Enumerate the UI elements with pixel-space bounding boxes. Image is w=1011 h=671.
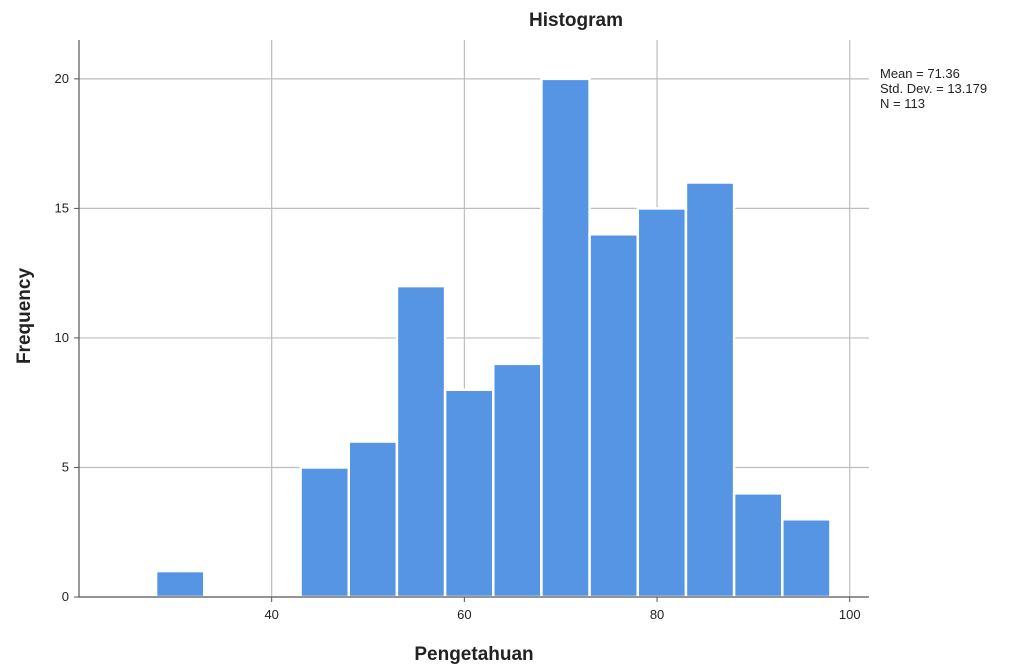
histogram-bar — [492, 362, 543, 599]
y-tick-labels: 0 5 10 15 20 — [55, 71, 69, 604]
histogram-bar — [299, 466, 351, 599]
histogram-bars — [154, 77, 832, 599]
y-tick-label: 5 — [62, 459, 69, 474]
y-tick-label: 15 — [55, 200, 69, 215]
x-tick-label: 100 — [839, 607, 861, 622]
axes — [74, 40, 869, 602]
histogram-bar — [443, 388, 495, 599]
n-text: N = 113 — [880, 96, 925, 111]
chart-title: Histogram — [529, 10, 623, 31]
histogram-bar — [154, 569, 206, 599]
histogram-bar — [781, 518, 832, 599]
std-dev-text: Std. Dev. = 13.179 — [880, 81, 987, 96]
y-axis-title: Frequency — [14, 268, 35, 365]
x-tick-label: 40 — [264, 607, 278, 622]
x-axis-title: Pengetahuan — [414, 644, 533, 665]
y-tick-label: 10 — [55, 330, 69, 345]
histogram-bar — [732, 492, 784, 599]
histogram-bar — [588, 233, 640, 599]
x-tick-label: 60 — [457, 607, 471, 622]
statistics-box: Mean = 71.36 Std. Dev. = 13.179 N = 113 — [880, 66, 987, 111]
histogram-bar — [395, 284, 447, 599]
grid-lines — [79, 40, 869, 597]
y-tick-label: 0 — [62, 589, 69, 604]
mean-text: Mean = 71.36 — [880, 66, 960, 81]
histogram-bar — [636, 207, 688, 599]
histogram-bar — [684, 181, 736, 599]
histogram-bar — [540, 77, 591, 599]
y-tick-label: 20 — [55, 71, 69, 86]
histogram-bar — [347, 440, 399, 599]
x-tick-labels: 40 60 80 100 — [264, 607, 860, 622]
x-tick-label: 80 — [650, 607, 664, 622]
